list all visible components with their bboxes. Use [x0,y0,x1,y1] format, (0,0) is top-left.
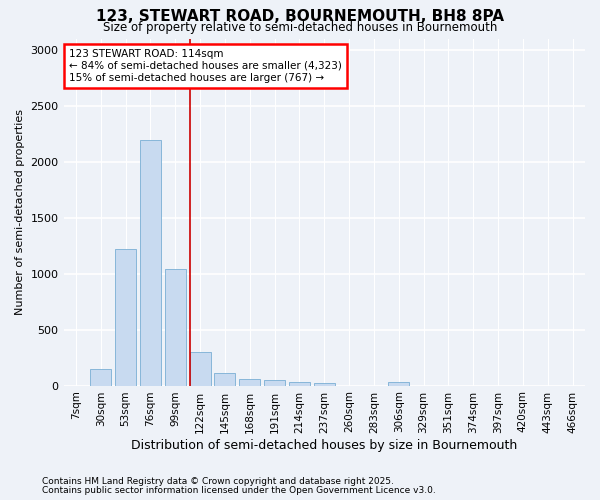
Bar [190,352,211,386]
Text: Size of property relative to semi-detached houses in Bournemouth: Size of property relative to semi-detach… [103,21,497,34]
Bar [314,384,335,386]
X-axis label: Distribution of semi-detached houses by size in Bournemouth: Distribution of semi-detached houses by … [131,440,517,452]
Text: 123 STEWART ROAD: 114sqm
← 84% of semi-detached houses are smaller (4,323)
15% o: 123 STEWART ROAD: 114sqm ← 84% of semi-d… [69,50,341,82]
Bar [289,382,310,386]
Text: 123, STEWART ROAD, BOURNEMOUTH, BH8 8PA: 123, STEWART ROAD, BOURNEMOUTH, BH8 8PA [96,9,504,24]
Bar [239,380,260,386]
Bar [165,270,186,386]
Bar [264,380,285,386]
Bar [140,140,161,386]
Bar [115,249,136,386]
Bar [214,374,235,386]
Bar [90,369,112,386]
Y-axis label: Number of semi-detached properties: Number of semi-detached properties [15,110,25,316]
Text: Contains HM Land Registry data © Crown copyright and database right 2025.: Contains HM Land Registry data © Crown c… [42,477,394,486]
Bar [388,382,409,386]
Text: Contains public sector information licensed under the Open Government Licence v3: Contains public sector information licen… [42,486,436,495]
